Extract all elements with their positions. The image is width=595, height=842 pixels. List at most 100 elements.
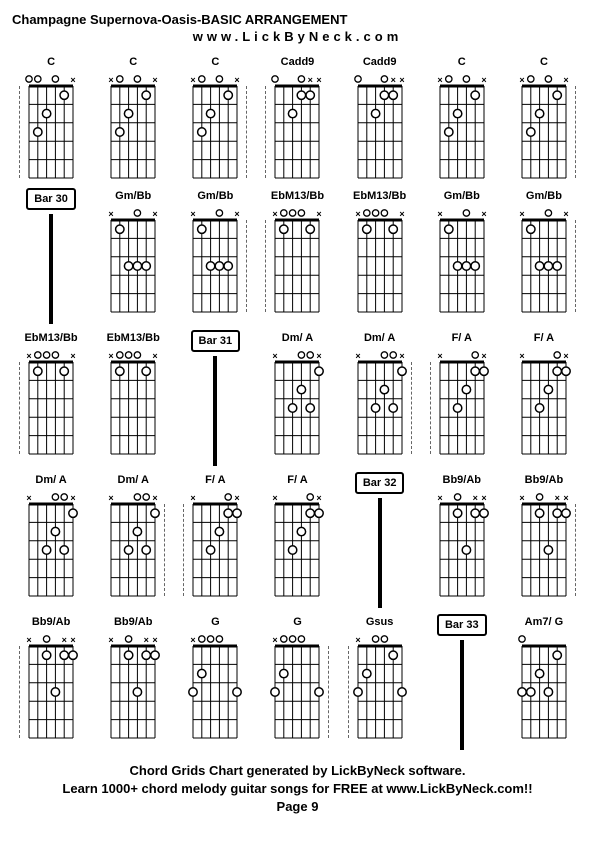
chord-diagram: Dm/ A × × [12, 472, 90, 608]
chord-diagram: F/ A×× [423, 330, 501, 466]
chord-diagram: Bb9/Ab××× [12, 614, 90, 750]
svg-text:×: × [437, 75, 442, 85]
chord-label: Cadd9 [363, 54, 397, 70]
chord-label: G [293, 614, 302, 630]
chord-label: Cadd9 [281, 54, 315, 70]
svg-text:×: × [554, 493, 559, 503]
svg-text:×: × [26, 493, 31, 503]
svg-text:×: × [399, 351, 404, 361]
chord-label: F/ A [287, 472, 307, 488]
chord-diagram: Bb9/Ab××× [94, 614, 172, 750]
chord-diagram: Am7/ G [505, 614, 583, 750]
chord-diagram: Dm/ A×× [94, 472, 172, 608]
fretboard: ×× [269, 490, 325, 600]
svg-text:×: × [317, 351, 322, 361]
svg-text:×: × [481, 493, 486, 503]
chord-label: Gm/Bb [115, 188, 151, 204]
svg-text:×: × [62, 635, 67, 645]
svg-text:×: × [563, 75, 568, 85]
chord-label: EbM13/Bb [353, 188, 406, 204]
chord-label: C [211, 54, 219, 70]
footer: Chord Grids Chart generated by LickByNec… [12, 762, 583, 817]
svg-text:×: × [355, 209, 360, 219]
footer-line3: Page 9 [12, 798, 583, 816]
chord-label: Gm/Bb [444, 188, 480, 204]
svg-text:×: × [317, 209, 322, 219]
svg-text:×: × [153, 493, 158, 503]
svg-text:×: × [109, 351, 114, 361]
fretboard: ×× [269, 348, 325, 458]
svg-text:×: × [191, 209, 196, 219]
chord-grid: C×C××C××Cadd9××Cadd9××C××C××Bar 30Gm/Bb×… [12, 54, 583, 750]
svg-text:×: × [317, 493, 322, 503]
chord-label: Gsus [366, 614, 394, 630]
chord-label: G [211, 614, 220, 630]
chord-diagram: Cadd9×× [258, 54, 336, 182]
svg-text:×: × [317, 75, 322, 85]
fretboard: ×× [105, 72, 161, 182]
svg-text:×: × [273, 209, 278, 219]
chord-label: F/ A [534, 330, 554, 346]
svg-text:×: × [235, 75, 240, 85]
svg-text:×: × [70, 635, 75, 645]
chord-label: C [129, 54, 137, 70]
chord-label: C [540, 54, 548, 70]
svg-text:×: × [355, 635, 360, 645]
chord-label: Gm/Bb [526, 188, 562, 204]
chord-label: C [458, 54, 466, 70]
svg-text:×: × [144, 635, 149, 645]
page-title: Champagne Supernova-Oasis-BASIC ARRANGEM… [12, 12, 583, 27]
fretboard: ×× [105, 348, 161, 458]
fretboard: ××× [23, 632, 79, 742]
chord-diagram: C × × [423, 54, 501, 182]
svg-text:×: × [235, 493, 240, 503]
fretboard: ×× [516, 206, 572, 316]
fretboard: ××× [105, 632, 161, 742]
svg-text:×: × [70, 493, 75, 503]
chord-label: Dm/ A [35, 472, 66, 488]
fretboard: ××× [434, 490, 490, 600]
chord-diagram: G× [258, 614, 336, 750]
svg-text:×: × [153, 635, 158, 645]
chord-label: Bb9/Ab [114, 614, 153, 630]
svg-text:×: × [519, 209, 524, 219]
svg-text:×: × [481, 209, 486, 219]
chord-label: Bar 33 [437, 614, 487, 636]
svg-text:×: × [26, 635, 31, 645]
svg-text:×: × [519, 75, 524, 85]
chord-diagram: F/ A ×× [258, 472, 336, 608]
chord-diagram: Gm/Bb×× [505, 188, 583, 324]
fretboard [516, 632, 572, 742]
chord-label: Dm/ A [364, 330, 395, 346]
svg-text:×: × [191, 75, 196, 85]
chord-label: EbM13/Bb [107, 330, 160, 346]
svg-text:×: × [109, 493, 114, 503]
fretboard: ×× [352, 72, 408, 182]
fretboard: ×× [516, 72, 572, 182]
fretboard: × [23, 72, 79, 182]
bar-separator: Bar 31 [176, 330, 254, 466]
fretboard: ×× [516, 348, 572, 458]
svg-text:×: × [273, 351, 278, 361]
chord-diagram: Bb9/Ab××× [423, 472, 501, 608]
chord-diagram: Gsus × [341, 614, 419, 750]
chord-diagram: C×× [176, 54, 254, 182]
bar-line [213, 356, 217, 466]
fretboard: ×× [187, 490, 243, 600]
svg-text:×: × [109, 75, 114, 85]
chord-diagram: Cadd9 ×× [341, 54, 419, 182]
chord-diagram: C× [12, 54, 90, 182]
svg-text:×: × [563, 493, 568, 503]
chord-label: Bb9/Ab [32, 614, 71, 630]
chord-diagram: EbM13/Bb ×× [94, 330, 172, 466]
svg-text:×: × [235, 209, 240, 219]
svg-text:×: × [437, 351, 442, 361]
svg-text:×: × [519, 493, 524, 503]
fretboard: ×× [187, 72, 243, 182]
bar-separator: Bar 33 [423, 614, 501, 750]
svg-text:×: × [481, 75, 486, 85]
svg-text:×: × [437, 209, 442, 219]
svg-text:×: × [437, 493, 442, 503]
chord-diagram: Gm/Bb×× [176, 188, 254, 324]
svg-text:×: × [563, 209, 568, 219]
